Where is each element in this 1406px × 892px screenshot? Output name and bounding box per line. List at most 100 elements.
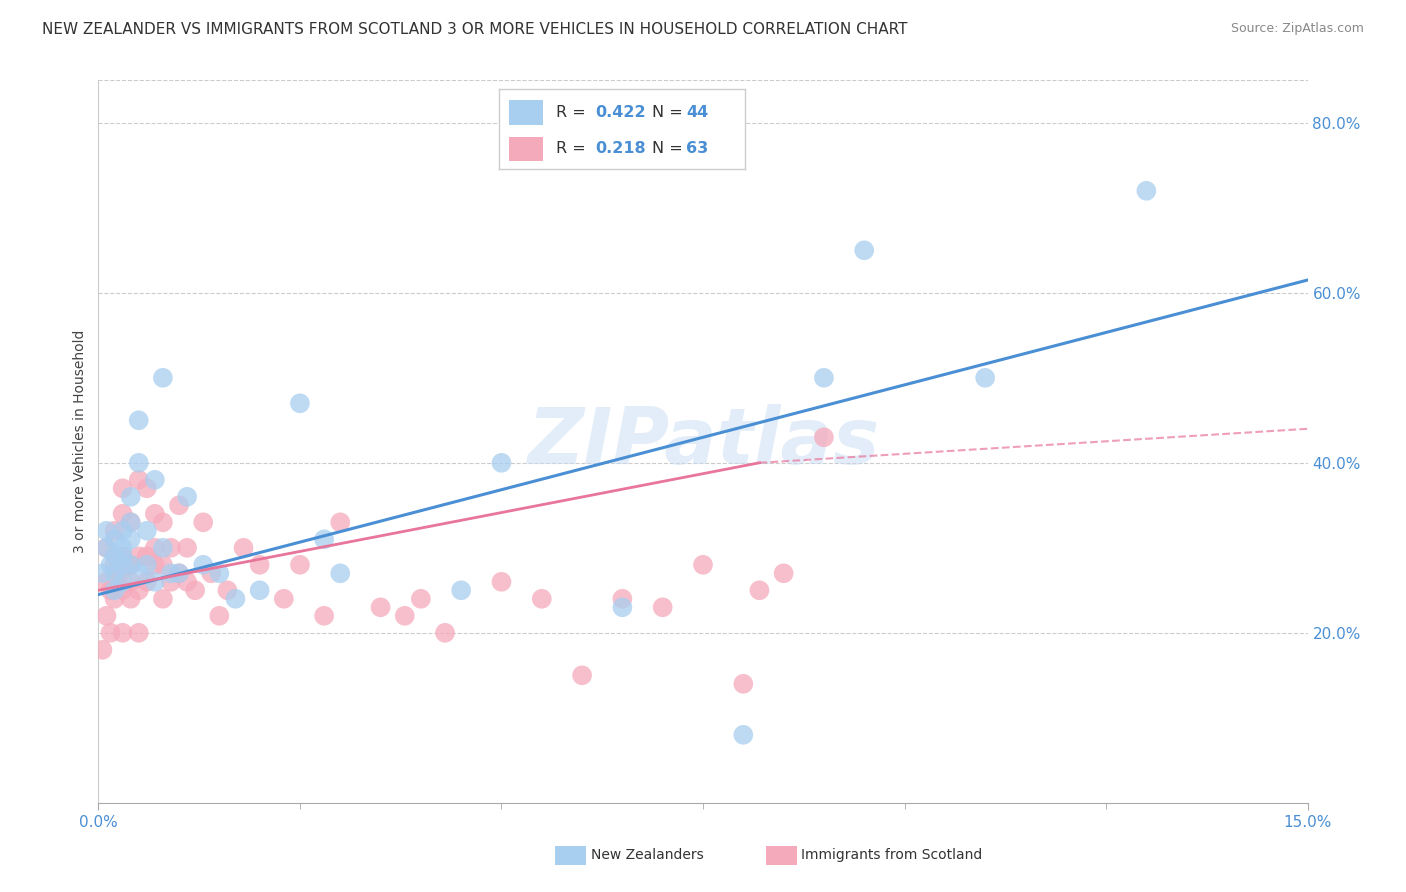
Point (120, 533, 142, 547)
Point (103, 524, 125, 538)
Point (103, 558, 125, 572)
Point (394, 608, 416, 623)
Text: N =: N = (652, 105, 688, 120)
Point (128, 549, 150, 564)
Point (91, 642, 114, 657)
Point (217, 583, 239, 598)
Point (128, 566, 150, 581)
Point (128, 473, 150, 487)
Point (329, 516, 352, 530)
Point (176, 490, 198, 504)
Y-axis label: 3 or more Vehicles in Household: 3 or more Vehicles in Household (73, 330, 87, 553)
Point (160, 566, 183, 581)
Point (111, 507, 134, 521)
Text: N =: N = (652, 141, 688, 156)
Point (491, 456, 513, 470)
Point (370, 600, 392, 615)
Point (530, 591, 553, 606)
Point (167, 566, 190, 581)
Point (491, 574, 513, 589)
Point (120, 490, 142, 504)
Point (571, 668, 593, 682)
Point (135, 481, 157, 495)
Point (96, 541, 118, 555)
Point (612, 591, 634, 606)
Point (853, 244, 876, 258)
Point (651, 600, 673, 615)
Point (176, 541, 198, 555)
Point (111, 549, 134, 564)
Point (612, 600, 634, 615)
Point (176, 574, 198, 589)
Point (748, 583, 770, 598)
Point (143, 507, 166, 521)
Point (329, 566, 352, 581)
Point (184, 583, 207, 598)
Point (96, 524, 118, 538)
Point (208, 566, 231, 581)
Point (107, 566, 129, 581)
Point (1135, 184, 1157, 198)
Point (249, 558, 271, 572)
Point (111, 558, 134, 572)
Bar (509, 137, 543, 161)
Point (200, 566, 222, 581)
Point (152, 558, 174, 572)
Point (273, 591, 295, 606)
Point (120, 558, 142, 572)
Point (167, 566, 190, 581)
Point (143, 473, 166, 487)
Text: Immigrants from Scotland: Immigrants from Scotland (801, 848, 983, 863)
Text: New Zealanders: New Zealanders (591, 848, 703, 863)
Point (143, 574, 166, 589)
Point (100, 558, 122, 572)
Point (135, 524, 157, 538)
Point (733, 677, 755, 691)
Point (232, 541, 254, 555)
Text: Source: ZipAtlas.com: Source: ZipAtlas.com (1230, 22, 1364, 36)
Point (733, 728, 755, 742)
Point (120, 558, 142, 572)
Point (409, 591, 432, 606)
Point (103, 566, 125, 581)
Point (111, 583, 134, 598)
Point (100, 625, 122, 640)
Point (288, 396, 311, 410)
Point (111, 549, 134, 564)
Point (288, 558, 311, 572)
Point (128, 583, 150, 598)
Point (208, 608, 231, 623)
Point (120, 591, 142, 606)
Point (143, 541, 166, 555)
Point (314, 533, 336, 547)
Text: NEW ZEALANDER VS IMMIGRANTS FROM SCOTLAND 3 OR MORE VEHICLES IN HOUSEHOLD CORREL: NEW ZEALANDER VS IMMIGRANTS FROM SCOTLAN… (42, 22, 908, 37)
Point (193, 516, 215, 530)
Point (128, 456, 150, 470)
Point (450, 583, 472, 598)
Point (103, 549, 125, 564)
Point (167, 498, 190, 512)
Point (152, 371, 174, 385)
Text: R =: R = (555, 141, 591, 156)
Point (120, 516, 142, 530)
Text: 0.218: 0.218 (595, 141, 645, 156)
Text: R =: R = (555, 105, 591, 120)
Text: 0.422: 0.422 (595, 105, 645, 120)
Point (772, 566, 794, 581)
Point (120, 574, 142, 589)
Point (111, 481, 134, 495)
Point (111, 574, 134, 589)
Point (103, 591, 125, 606)
Point (111, 625, 134, 640)
Point (813, 371, 835, 385)
Point (128, 625, 150, 640)
Point (96, 574, 118, 589)
Point (135, 549, 157, 564)
Point (249, 583, 271, 598)
Point (160, 541, 183, 555)
Point (224, 591, 246, 606)
Text: 44: 44 (686, 105, 709, 120)
Text: ZIPatlas: ZIPatlas (527, 403, 879, 480)
Point (160, 574, 183, 589)
Point (434, 625, 457, 640)
